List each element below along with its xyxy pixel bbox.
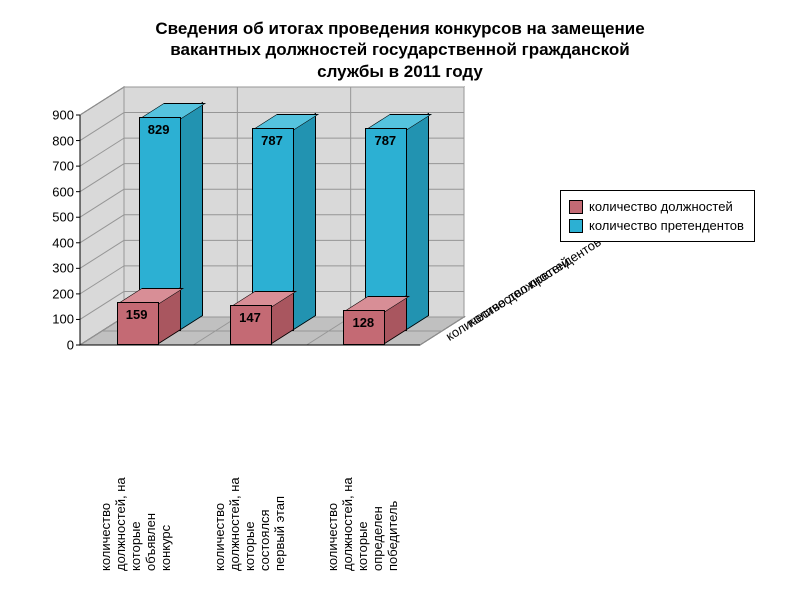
- bar-side-face: [292, 113, 316, 331]
- x-category-label: количестводолжностей, накоторыеобъявленк…: [99, 361, 174, 571]
- bar-value-label: 159: [117, 307, 157, 322]
- depth-series-label: количество претендентов: [465, 234, 604, 330]
- y-tick-label: 400: [52, 235, 74, 250]
- y-tick-label: 800: [52, 133, 74, 148]
- bar-value-label: 128: [343, 315, 383, 330]
- y-tick-label: 300: [52, 261, 74, 276]
- chart-title-line: службы в 2011 году: [0, 61, 800, 82]
- y-tick-label: 500: [52, 210, 74, 225]
- bar-side-face: [179, 102, 203, 331]
- chart-title-line: Сведения об итогах проведения конкурсов …: [0, 18, 800, 39]
- chart-title: Сведения об итогах проведения конкурсов …: [0, 18, 800, 82]
- bar: 128: [343, 312, 383, 345]
- bars-layer: 829 787 787 159 147 128: [80, 115, 420, 345]
- y-tick-label: 100: [52, 312, 74, 327]
- x-category-label: количестводолжностей, накоторыеопределен…: [326, 361, 401, 571]
- y-tick-label: 700: [52, 159, 74, 174]
- legend-swatch-icon: [569, 219, 583, 233]
- page: Сведения об итогах проведения конкурсов …: [0, 0, 800, 600]
- bar-side-face: [405, 113, 429, 331]
- y-tick-label: 900: [52, 108, 74, 123]
- y-tick-label: 0: [67, 338, 74, 353]
- bar: 159: [117, 304, 157, 345]
- bar-value-label: 787: [365, 133, 405, 148]
- legend-item: количество претендентов: [569, 216, 744, 235]
- legend-label: количество претендентов: [589, 218, 744, 233]
- x-category-label: количестводолжностей, накоторыесостоялся…: [213, 361, 288, 571]
- legend-label: количество должностей: [589, 199, 733, 214]
- y-tick-label: 600: [52, 184, 74, 199]
- legend-item: количество должностей: [569, 197, 744, 216]
- legend: количество должностей количество претенд…: [560, 190, 755, 242]
- bar-value-label: 829: [139, 122, 179, 137]
- bar-value-label: 147: [230, 310, 270, 325]
- bar-chart-3d: 0100200300400500600700800900 82978778715…: [80, 115, 420, 345]
- bar-value-label: 787: [252, 133, 292, 148]
- y-tick-label: 200: [52, 286, 74, 301]
- chart-title-line: вакантных должностей государственной гра…: [0, 39, 800, 60]
- bar: 147: [230, 307, 270, 345]
- legend-swatch-icon: [569, 200, 583, 214]
